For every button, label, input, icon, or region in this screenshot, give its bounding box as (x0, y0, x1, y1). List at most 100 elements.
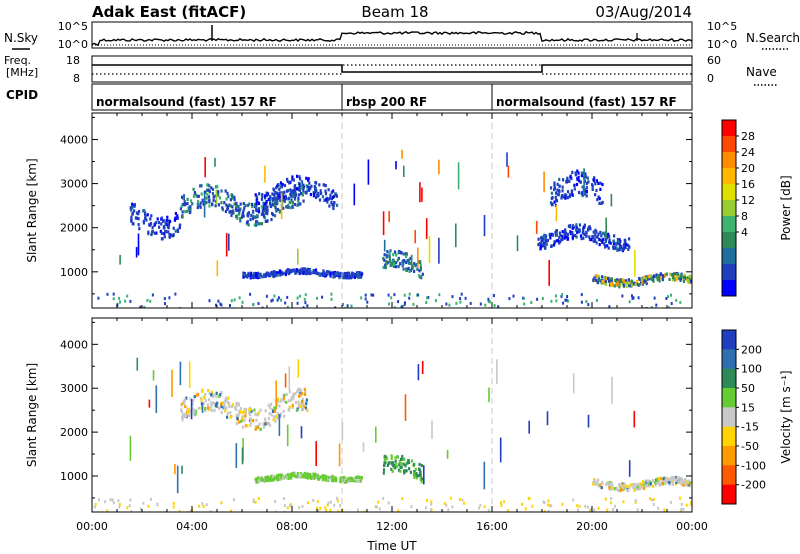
echo-cell (656, 274, 659, 278)
cpid-label: CPID (6, 88, 38, 102)
echo-cell (173, 218, 176, 222)
echo-cell (269, 423, 272, 427)
echo-cell (197, 194, 200, 198)
echo-cell (654, 483, 657, 487)
echo-cell (179, 207, 182, 211)
echo-cell (327, 501, 330, 505)
nave-label: Nave (746, 65, 777, 79)
echo-cell (549, 186, 553, 190)
echo-cell (426, 296, 429, 300)
echo-cell (656, 278, 659, 282)
echo-cell (287, 399, 290, 403)
echo-cell (276, 397, 280, 401)
echo-cell (598, 201, 601, 205)
echo-cell (302, 400, 305, 404)
echo-cell (676, 476, 679, 480)
echo-cell (211, 390, 214, 394)
echo-cell (392, 260, 395, 265)
time-axis: 00:00 04:00 08:00 12:00 16:00 20:00 00:00 (76, 520, 708, 533)
echo-cell (607, 232, 610, 236)
echo-cell (244, 424, 247, 428)
echo-cell (325, 198, 328, 202)
echo-cell (271, 197, 275, 201)
echo-cell (241, 415, 244, 419)
echo-cell (205, 196, 208, 200)
echo-cell (174, 229, 177, 233)
echo-cell (229, 204, 232, 208)
echo-cell (317, 474, 320, 478)
echo-cell (571, 226, 574, 230)
echo-cell (665, 272, 668, 276)
echo-cell (671, 477, 674, 481)
echo-cell (293, 187, 296, 191)
echo-cell (410, 264, 414, 268)
echo-cell (201, 502, 204, 506)
echo-cell (448, 303, 451, 307)
echo-cell (146, 298, 149, 302)
echo-cell (413, 462, 416, 467)
echo-cell (248, 408, 251, 412)
echo-cell (286, 305, 289, 308)
echo-cell (622, 280, 625, 284)
echo-cell (401, 497, 404, 501)
echo-cell (279, 191, 282, 195)
echo-cell (343, 276, 346, 280)
echo-cell (483, 505, 486, 509)
echo-cell (680, 507, 683, 511)
echo-cell (238, 420, 241, 424)
echo-cell (279, 399, 282, 403)
echo-cell (643, 486, 646, 490)
freq-panel-frame (91, 55, 693, 83)
echo-cell (675, 480, 678, 484)
echo-cell (312, 194, 315, 198)
echo-cell (290, 472, 293, 476)
echo-cell (308, 268, 311, 272)
echo-cell (461, 498, 464, 502)
echo-cell (229, 415, 232, 419)
echo-cell (264, 422, 267, 426)
echo-cell (599, 485, 602, 489)
echo-streak (395, 161, 397, 170)
echo-cell (216, 184, 219, 189)
echo-cell (655, 273, 658, 277)
echo-cell (600, 481, 604, 485)
echo-cell (244, 413, 247, 417)
echo-cell (283, 190, 286, 194)
echo-cell (172, 505, 175, 509)
echo-cell (350, 304, 353, 308)
echo-cell (333, 201, 336, 205)
echo-cell (360, 476, 363, 480)
echo-cell (256, 412, 259, 416)
echo-streak (431, 420, 433, 439)
colorbar-tick-label: 4 (741, 226, 748, 239)
echo-cell (204, 392, 207, 397)
echo-cell (304, 406, 308, 410)
echo-cell (547, 510, 550, 512)
echo-cell (268, 411, 271, 416)
echo-cell (262, 201, 265, 205)
echo-streak (516, 235, 519, 252)
echo-cell (390, 461, 393, 465)
echo-cell (540, 237, 543, 241)
echo-cell (212, 393, 215, 397)
echo-cell (258, 274, 261, 278)
echo-cell (213, 408, 216, 412)
colorbar-tick-label: -100 (741, 459, 766, 472)
echo-cell (109, 498, 112, 502)
echo-cell (314, 195, 318, 200)
echo-cell (270, 413, 273, 417)
echo-cell (575, 235, 578, 239)
echo-cell (264, 194, 267, 198)
echo-cell (288, 475, 291, 479)
echo-cell (235, 204, 238, 209)
echo-streak (414, 230, 416, 244)
echo-cell (244, 274, 247, 278)
echo-cell (303, 297, 306, 301)
echo-cell (336, 203, 339, 207)
echo-cell (331, 203, 334, 207)
echo-cell (304, 301, 307, 305)
echo-cell (623, 482, 626, 486)
echo-cell (93, 505, 96, 509)
echo-cell (332, 477, 335, 482)
echo-cell (592, 230, 595, 234)
